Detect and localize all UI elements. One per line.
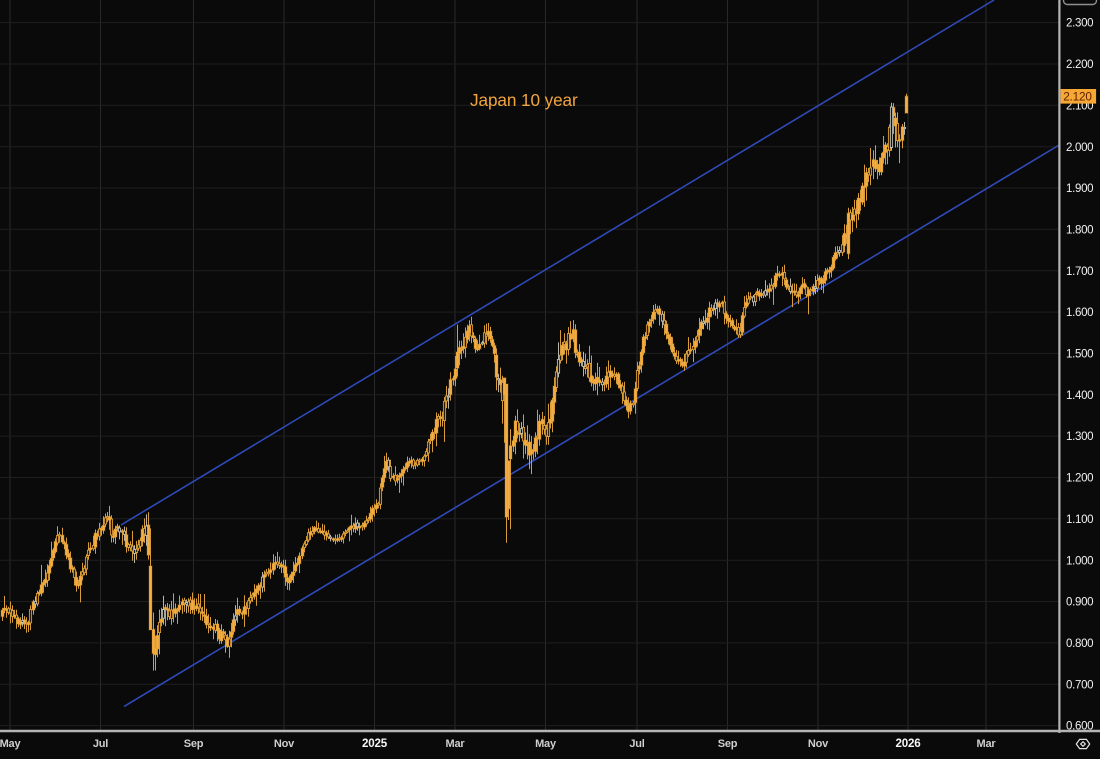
svg-text:Mar: Mar [446, 738, 466, 750]
svg-text:Jul: Jul [629, 738, 644, 750]
svg-text:0.800: 0.800 [1066, 638, 1093, 650]
svg-text:May: May [0, 738, 21, 750]
svg-text:1.200: 1.200 [1066, 473, 1093, 485]
svg-text:1.700: 1.700 [1066, 266, 1093, 278]
svg-text:Sep: Sep [718, 738, 738, 750]
svg-text:2.300: 2.300 [1066, 18, 1093, 30]
svg-text:1.900: 1.900 [1066, 183, 1093, 195]
svg-text:1.400: 1.400 [1066, 390, 1093, 402]
svg-text:2025: 2025 [362, 737, 388, 750]
svg-text:1.100: 1.100 [1066, 514, 1093, 526]
svg-text:Japan 10 year: Japan 10 year [470, 90, 578, 110]
svg-text:Sep: Sep [184, 738, 204, 750]
svg-text:2.000: 2.000 [1066, 142, 1093, 154]
svg-text:2026: 2026 [896, 737, 922, 750]
svg-text:Nov: Nov [808, 738, 829, 750]
svg-text:Jul: Jul [93, 738, 108, 750]
svg-text:1.800: 1.800 [1066, 224, 1093, 236]
svg-text:0.700: 0.700 [1066, 679, 1093, 691]
svg-text:1.000: 1.000 [1066, 555, 1093, 567]
svg-text:May: May [535, 738, 557, 750]
svg-text:0.900: 0.900 [1066, 597, 1093, 609]
svg-text:2.120: 2.120 [1063, 90, 1092, 104]
svg-text:Mar: Mar [977, 738, 997, 750]
svg-text:Nov: Nov [274, 738, 295, 750]
svg-text:1.500: 1.500 [1066, 349, 1093, 361]
svg-text:2.200: 2.200 [1066, 59, 1093, 71]
svg-text:1.600: 1.600 [1066, 307, 1093, 319]
svg-text:0.600: 0.600 [1066, 721, 1093, 733]
svg-text:1.300: 1.300 [1066, 431, 1093, 443]
